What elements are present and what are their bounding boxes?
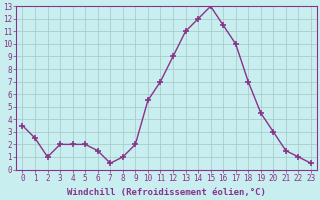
X-axis label: Windchill (Refroidissement éolien,°C): Windchill (Refroidissement éolien,°C) bbox=[67, 188, 266, 197]
